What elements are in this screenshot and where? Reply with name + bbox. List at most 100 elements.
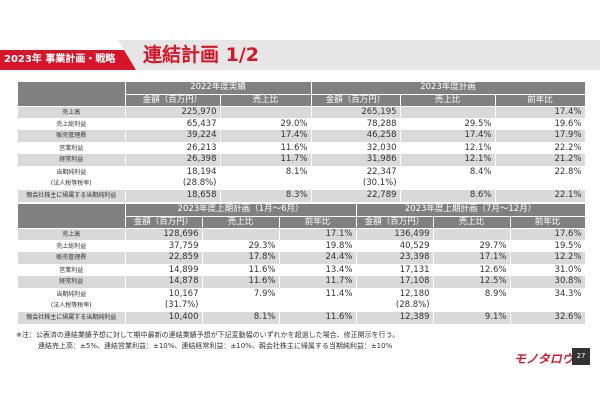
row-label: 親会社株主に帰属する当期純利益	[18, 190, 126, 203]
table-cell: 17.1%	[279, 228, 357, 241]
table-cell	[220, 106, 312, 119]
table-row: 売上総利益 65,437 29.0% 78,288 29.5% 19.6%	[18, 118, 586, 130]
tax-rate: (28.8%)	[395, 299, 430, 310]
table-cell	[202, 228, 280, 241]
table-cell: 8.3%	[220, 190, 312, 203]
table-cell: 8.1%	[220, 166, 312, 190]
column-header: 金額（百万円）	[125, 216, 203, 229]
table-cell: 21.2%	[495, 154, 586, 167]
table-row: 親会社株主に帰属する当期純利益 18,658 8.3% 22,789 8.6% 22.1%	[18, 190, 586, 203]
row-label-main: 当期純利益	[56, 291, 87, 299]
half-year-plan-table: 2023年度上期計画（1月～6月） 2023年度上期計画（7月～12月） 金額（…	[18, 204, 586, 325]
note-line: 連結売上高：±5%、連結営業利益：±10%、連結経常利益：±10%、親会社株主に…	[38, 342, 393, 350]
table-cell: 14,899	[125, 264, 203, 276]
table-cell	[400, 106, 496, 119]
table-cell: 32.6%	[510, 312, 586, 325]
table-cell: 24.4%	[279, 252, 357, 265]
note-line: ※注：公表済の連結業績予想に対して期中最新の連結業績予想が下記変動幅のいずれかを…	[16, 331, 400, 339]
table-cell: 22.2%	[495, 142, 586, 154]
table-cell: 9.1%	[433, 312, 511, 325]
company-logo: モノタロウ	[514, 352, 574, 366]
table-cell: 39,224	[125, 130, 221, 143]
table-cell: 17.4%	[495, 106, 586, 119]
table-cell: 17.4%	[400, 130, 496, 143]
table-cell: 18,194 (28.8%)	[125, 166, 221, 190]
table-cell: 8.9%	[433, 288, 511, 312]
table-cell: 225,970	[125, 106, 221, 119]
table-row: 営業利益 14,899 11.6% 13.4% 17,131 12.6% 31.0%	[18, 264, 586, 276]
group-header: 2023年度上期計画（7月～12月）	[356, 204, 586, 217]
table-row: 売上総利益 37,759 29.3% 19.8% 40,529 29.7% 19.5%	[18, 240, 586, 252]
table-cell: 17.6%	[510, 228, 586, 241]
table-cell: 17.4%	[220, 130, 312, 143]
table-cell: 22,347 (30.1%)	[311, 166, 401, 190]
row-label-sub: (法人税等税率)	[50, 302, 92, 310]
table-cell: 7.9%	[202, 288, 280, 312]
table-cell: 12.5%	[433, 276, 511, 289]
column-header: 売上比	[220, 94, 312, 107]
row-label: 販売管理費	[18, 252, 126, 265]
table-cell: 10,400	[125, 312, 203, 325]
column-header: 売上比	[433, 216, 511, 229]
row-label: 当期純利益 (法人税等税率)	[18, 288, 126, 312]
page-title: 連結計画 1/2	[143, 44, 259, 66]
table-row: 当期純利益 (法人税等税率) 10,167 (31.7%) 7.9% 11.4% 12,18…	[18, 288, 586, 312]
table-cell: 11.6%	[220, 142, 312, 154]
table-cell: 11.7%	[279, 276, 357, 289]
table-cell: 22.8%	[495, 166, 586, 190]
row-label: 経常利益	[18, 154, 126, 167]
page-number: 27	[572, 348, 590, 365]
corner-header	[18, 82, 126, 107]
table-cell: 19.8%	[279, 240, 357, 252]
row-label: 営業利益	[18, 142, 126, 154]
row-label: 売上高	[18, 228, 126, 241]
column-header: 金額（百万円）	[356, 216, 434, 229]
table-cell: 12.1%	[400, 142, 496, 154]
row-label-sub: (法人税等税率)	[50, 180, 92, 188]
column-header: 売上比	[400, 94, 496, 107]
table-cell: 19.5%	[510, 240, 586, 252]
table-row: 親会社株主に帰属する当期純利益 10,400 8.1% 11.6% 12,389 9.1%…	[18, 312, 586, 325]
table-cell: 18,658	[125, 190, 221, 203]
cell-value: 10,167	[168, 288, 199, 299]
table-cell: 29.0%	[220, 118, 312, 130]
table-cell: 37,759	[125, 240, 203, 252]
table-cell: 78,288	[311, 118, 401, 130]
table-cell: 34.3%	[510, 288, 586, 312]
row-label: 売上総利益	[18, 240, 126, 252]
row-label-main: 当期純利益	[56, 169, 87, 177]
row-label: 経常利益	[18, 276, 126, 289]
table-cell: 22,789	[311, 190, 401, 203]
table-row: 当期純利益 (法人税等税率) 18,194 (28.8%) 8.1% 22,347 (30.…	[18, 166, 586, 190]
column-header: 金額（百万円）	[125, 94, 221, 107]
table-cell: 22.1%	[495, 190, 586, 203]
table-cell: 17,131	[356, 264, 434, 276]
table-cell: 8.4%	[400, 166, 496, 190]
table-cell: 29.3%	[202, 240, 280, 252]
table-row: 売上高 128,696 17.1% 136,499 17.6%	[18, 228, 586, 241]
table-cell: 29.5%	[400, 118, 496, 130]
table-cell: 12.1%	[400, 154, 496, 167]
table-cell: 23,398	[356, 252, 434, 265]
table-row: 経常利益 26,398 11.7% 31,986 12.1% 21.2%	[18, 154, 586, 167]
table-cell: 22,859	[125, 252, 203, 265]
tax-rate: (30.1%)	[362, 177, 397, 188]
section-tag: 2023年 事業計画・戦略	[0, 50, 136, 70]
cell-value: 12,180	[399, 288, 430, 299]
table-row: 経常利益 14,878 11.6% 11.7% 17,108 12.5% 30.8%	[18, 276, 586, 289]
table-cell: 26,213	[125, 142, 221, 154]
column-header: 売上比	[202, 216, 280, 229]
table-cell: 17.9%	[495, 130, 586, 143]
row-label: 売上高	[18, 106, 126, 119]
table-cell: 12,389	[356, 312, 434, 325]
table-cell: 128,696	[125, 228, 203, 241]
column-header: 前年比	[279, 216, 357, 229]
column-header: 前年比	[495, 94, 586, 107]
table-cell: 46,258	[311, 130, 401, 143]
annual-plan-table: 2022年度実績 2023年度計画 金額（百万円） 売上比 金額（百万円） 売上比 前年…	[18, 82, 586, 203]
column-header: 金額（百万円）	[311, 94, 401, 107]
table-cell: 11.6%	[202, 276, 280, 289]
table-cell: 12,180 (28.8%)	[356, 288, 434, 312]
group-header: 2023年度上期計画（1月～6月）	[125, 204, 357, 217]
column-header: 前年比	[510, 216, 586, 229]
